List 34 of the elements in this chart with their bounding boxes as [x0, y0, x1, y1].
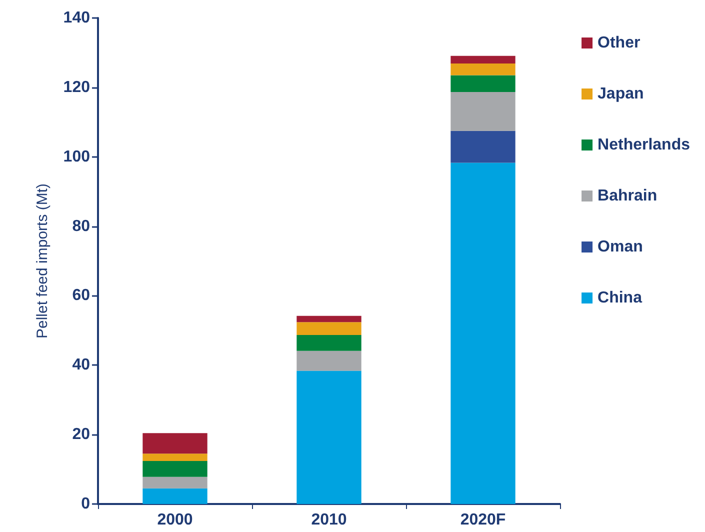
- bar: [450, 56, 516, 64]
- y-tick-label: 20: [72, 426, 90, 444]
- y-tick-label: 40: [72, 356, 90, 374]
- bar: [296, 322, 362, 335]
- bar: [450, 130, 516, 163]
- legend-label: Netherlands: [598, 136, 690, 154]
- x-tick-label: 2000: [157, 512, 193, 528]
- y-tick-label: 0: [81, 496, 90, 512]
- bar: [296, 334, 362, 351]
- y-tick-label: 120: [63, 78, 90, 96]
- bar: [142, 476, 208, 488]
- legend-label: Oman: [598, 238, 643, 256]
- bar: [296, 350, 362, 371]
- bar: [142, 488, 208, 504]
- legend-label: China: [598, 290, 642, 306]
- legend-label: Japan: [598, 86, 644, 102]
- bar: [142, 460, 208, 477]
- bar: [450, 162, 516, 504]
- legend-label: Other: [598, 34, 640, 52]
- bar: [296, 316, 362, 322]
- legend-label: Bahrain: [598, 188, 658, 204]
- bar: [142, 454, 208, 461]
- bar: [142, 433, 208, 454]
- x-tick-label: 2010: [311, 512, 347, 528]
- y-tick-label: 60: [72, 287, 90, 304]
- bar: [296, 370, 362, 504]
- x-tick-label: 2020F: [460, 512, 506, 528]
- bar: [450, 75, 516, 92]
- y-axis-title: Pellet feed imports (Mt): [34, 183, 51, 339]
- y-tick-label: 80: [72, 218, 90, 235]
- bar: [450, 92, 516, 131]
- bar: [450, 63, 516, 76]
- y-tick-label: 140: [63, 10, 90, 26]
- y-tick-label: 100: [63, 148, 90, 166]
